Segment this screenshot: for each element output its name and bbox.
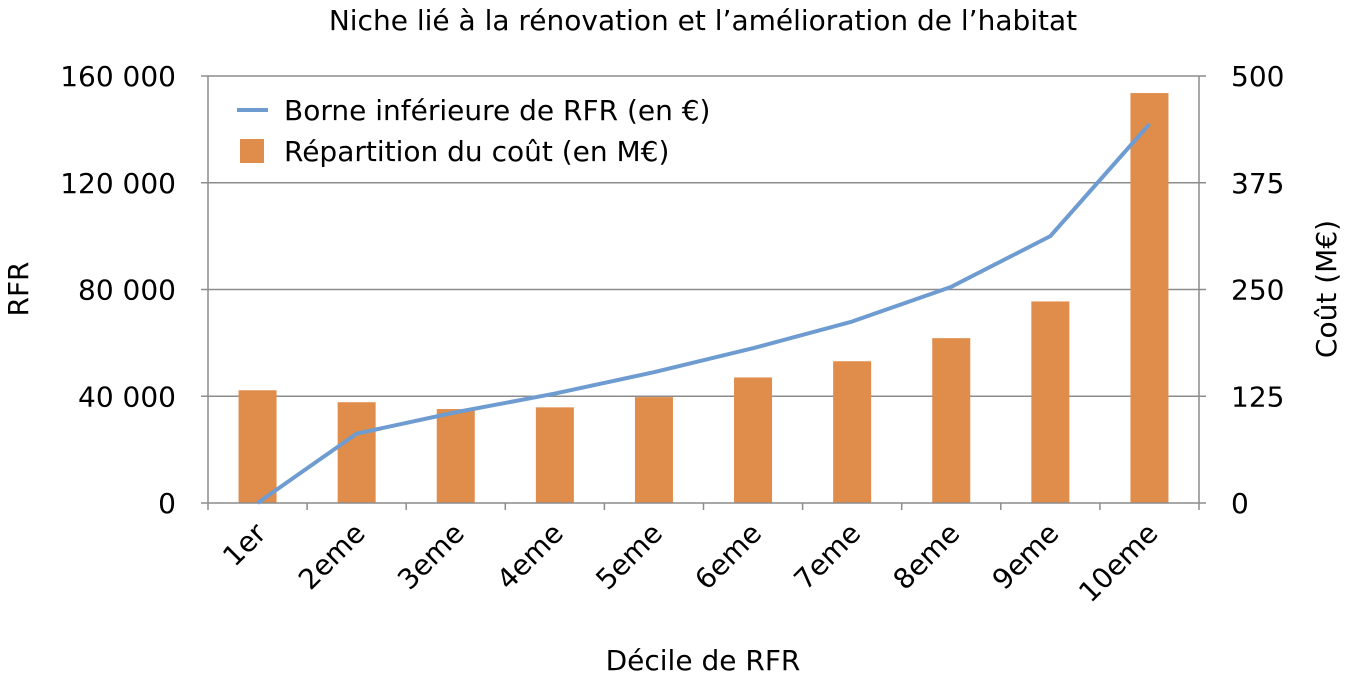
bar — [734, 377, 773, 503]
bar — [238, 390, 277, 503]
y2-tick-label: 250 — [1231, 274, 1284, 307]
y-axis-label: RFR — [2, 261, 35, 316]
x-axis-label: Décile de RFR — [606, 644, 801, 677]
y2-tick-label: 375 — [1231, 167, 1284, 200]
x-tick-label: 9eme — [986, 517, 1066, 597]
y2-axis-label: Coût (M€) — [1310, 220, 1343, 358]
x-axis-ticks: 1er 2eme 3eme 4eme 5eme 6eme 7eme 8eme 9eme 10eme — [216, 516, 1164, 609]
bar — [436, 409, 475, 503]
x-tick-label: 6eme — [688, 517, 768, 597]
legend-bar-label: Répartition du coût (en M€) — [284, 135, 669, 168]
legend-bar-swatch — [240, 139, 264, 163]
rfr-line — [256, 122, 1151, 505]
y-tick-label: 120 000 — [60, 167, 176, 200]
bar — [833, 361, 872, 503]
x-tick-label: 5eme — [589, 517, 669, 597]
axes — [201, 75, 1206, 510]
x-tick-label: 4eme — [490, 517, 570, 597]
x-tick-label: 3eme — [391, 517, 471, 597]
right-axis-ticks: 0 125 250 375 500 — [1231, 60, 1284, 520]
y-tick-label: 40 000 — [78, 380, 176, 413]
left-axis-ticks: 0 40 000 80 000 120 000 160 000 — [60, 60, 176, 520]
line-series — [256, 122, 1151, 505]
y2-tick-label: 125 — [1231, 380, 1284, 413]
bar — [337, 402, 376, 503]
y-tick-label: 0 — [158, 487, 176, 520]
legend: Borne inférieure de RFR (en €) Répartiti… — [237, 94, 710, 168]
bar-series — [238, 93, 1169, 503]
x-tick-label: 2eme — [292, 517, 372, 597]
bar — [634, 397, 673, 503]
y-tick-label: 80 000 — [78, 274, 176, 307]
bar — [1130, 93, 1169, 503]
y2-tick-label: 0 — [1231, 487, 1249, 520]
x-tick-label: 10eme — [1072, 517, 1164, 609]
chart-title: Niche lié à la rénovation et l’améliorat… — [329, 4, 1077, 37]
bar — [1031, 301, 1070, 503]
y2-tick-label: 500 — [1231, 60, 1284, 93]
x-tick-label: 7eme — [788, 517, 868, 597]
legend-line-label: Borne inférieure de RFR (en €) — [284, 94, 710, 127]
x-tick-label: 8eme — [887, 517, 967, 597]
bar — [535, 407, 574, 503]
bar — [932, 338, 971, 503]
y-tick-label: 160 000 — [60, 60, 176, 93]
x-tick-label: 1er — [216, 516, 273, 573]
